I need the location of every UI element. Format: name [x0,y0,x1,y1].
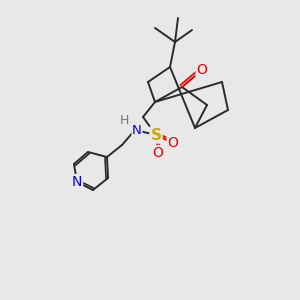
Text: N: N [132,124,142,136]
Text: N: N [72,175,82,189]
Text: S: S [151,128,161,142]
Text: O: O [196,63,207,77]
Text: O: O [168,136,178,150]
Text: O: O [153,146,164,160]
Text: H: H [119,113,129,127]
